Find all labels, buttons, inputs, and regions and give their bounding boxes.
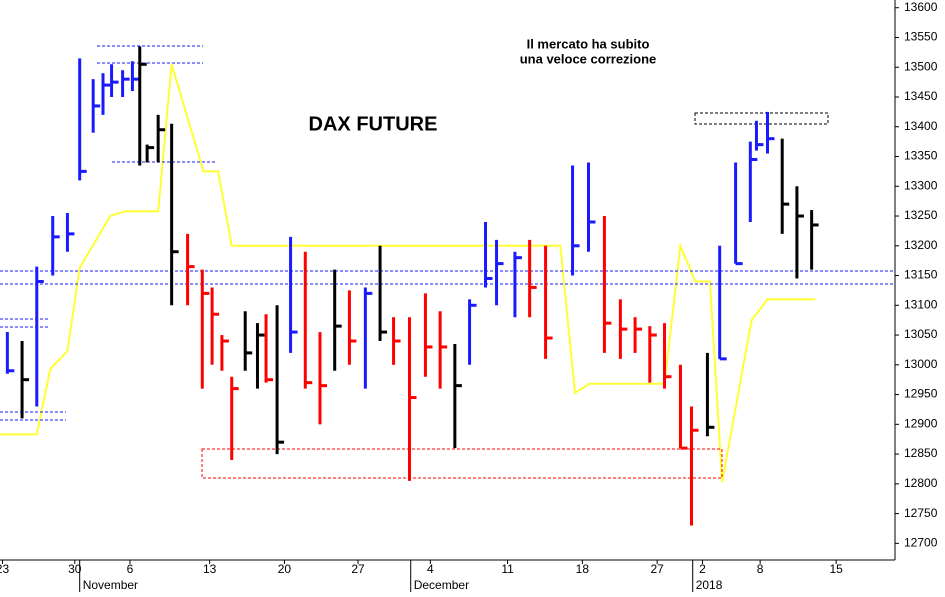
period-label: November <box>83 578 138 592</box>
y-tick-label: 13300 <box>904 178 938 192</box>
x-tick-label: 11 <box>501 562 514 576</box>
y-tick-label: 13550 <box>904 30 938 44</box>
annotation: una veloce correzione <box>520 51 657 66</box>
x-tick-label: 30 <box>68 562 82 576</box>
x-tick-label: 6 <box>127 562 134 576</box>
x-tick-label: 20 <box>278 562 292 576</box>
y-tick-label: 13600 <box>904 0 938 14</box>
y-tick-label: 12750 <box>904 506 938 520</box>
y-tick-label: 13050 <box>904 327 938 341</box>
x-tick-label: 15 <box>829 562 843 576</box>
x-tick-label: 27 <box>650 562 664 576</box>
y-tick-label: 13450 <box>904 89 938 103</box>
x-tick-label: 18 <box>576 562 590 576</box>
x-tick-label: 2 <box>699 562 706 576</box>
annotation: Il mercato ha subito <box>527 36 650 51</box>
y-tick-label: 12850 <box>904 446 938 460</box>
x-tick-label: 13 <box>203 562 217 576</box>
levels <box>0 45 895 479</box>
x-tick-label: 8 <box>757 562 764 576</box>
range-box <box>201 448 723 479</box>
y-tick-label: 13250 <box>904 208 938 222</box>
range-box <box>694 112 829 125</box>
x-tick-label: 27 <box>351 562 365 576</box>
y-tick-label: 13000 <box>904 357 938 371</box>
period-label: 2018 <box>696 578 723 592</box>
y-tick-label: 12800 <box>904 476 938 490</box>
x-tick-label: 23 <box>0 562 9 576</box>
y-tick-label: 12700 <box>904 536 938 550</box>
y-tick-label: 12950 <box>904 387 938 401</box>
moving-average <box>0 64 816 483</box>
y-tick-label: 13100 <box>904 297 938 311</box>
y-tick-label: 13500 <box>904 59 938 73</box>
x-tick-label: 4 <box>427 562 434 576</box>
y-tick-label: 12900 <box>904 416 938 430</box>
y-tick-label: 13150 <box>904 268 938 282</box>
y-tick-label: 13200 <box>904 238 938 252</box>
y-tick-label: 13350 <box>904 149 938 163</box>
period-label: December <box>414 578 469 592</box>
y-tick-label: 13400 <box>904 119 938 133</box>
chart-title: DAX FUTURE <box>309 113 438 135</box>
